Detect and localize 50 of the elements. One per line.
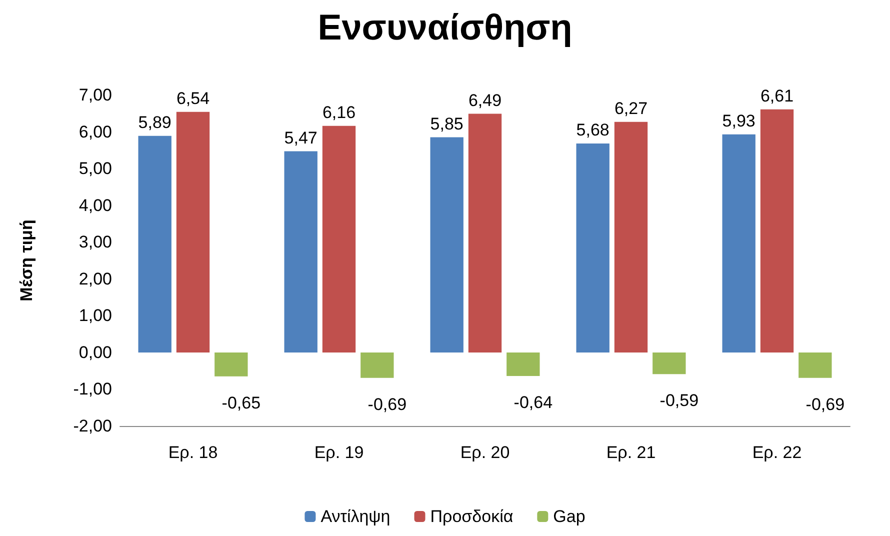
y-tick-label: 6,00	[78, 122, 112, 142]
y-tick-label: 1,00	[78, 306, 112, 326]
x-tick-label: Ερ. 19	[314, 443, 364, 462]
chart-title: Ενσυναίσθηση	[318, 6, 572, 48]
bar	[614, 122, 648, 352]
y-tick-label: 3,00	[78, 232, 112, 252]
data-label: 6,27	[614, 98, 648, 118]
y-tick-label: 0,00	[78, 342, 112, 362]
data-label: 6,61	[760, 86, 794, 106]
bar	[322, 126, 356, 352]
legend-label: Αντίληψη	[320, 507, 390, 526]
data-label: -0,65	[222, 393, 261, 412]
y-tick-label: 7,00	[78, 86, 112, 104]
data-label: -0,69	[806, 394, 845, 414]
bar	[652, 352, 686, 374]
data-label: 6,54	[176, 88, 210, 108]
data-label: -0,69	[368, 394, 407, 414]
legend-label: Προσδοκία	[430, 507, 514, 526]
data-label: 5,89	[138, 112, 172, 132]
bar	[506, 352, 540, 376]
bar	[722, 134, 756, 352]
bar	[284, 151, 318, 352]
data-label: 5,47	[284, 128, 318, 148]
bar	[760, 109, 794, 352]
bar	[430, 137, 464, 352]
y-tick-label: 2,00	[78, 269, 112, 288]
data-label: 6,49	[468, 90, 502, 110]
bar	[176, 112, 210, 352]
x-tick-label: Ερ. 22	[752, 443, 802, 462]
y-tick-label: -2,00	[73, 416, 112, 436]
x-tick-label: Ερ. 21	[606, 443, 656, 462]
bar	[468, 114, 502, 352]
y-tick-label: 4,00	[78, 196, 112, 215]
x-tick-label: Ερ. 18	[168, 443, 218, 462]
data-label: 5,85	[430, 114, 464, 134]
bar	[360, 352, 394, 378]
y-tick-label: -1,00	[73, 380, 112, 399]
legend-label: Gap	[553, 507, 586, 526]
data-label: 5,93	[722, 111, 756, 130]
bar	[576, 144, 610, 352]
y-tick-label: 5,00	[78, 159, 112, 178]
y-axis-title: Μέση τιμή	[17, 220, 36, 302]
data-label: -0,64	[514, 392, 553, 412]
bar	[798, 352, 832, 378]
data-label: -0,59	[660, 391, 699, 410]
data-label: 6,16	[322, 102, 356, 122]
data-label: 5,68	[576, 120, 610, 140]
bar	[214, 352, 248, 376]
x-tick-label: Ερ. 20	[460, 443, 510, 462]
bar	[138, 136, 172, 352]
